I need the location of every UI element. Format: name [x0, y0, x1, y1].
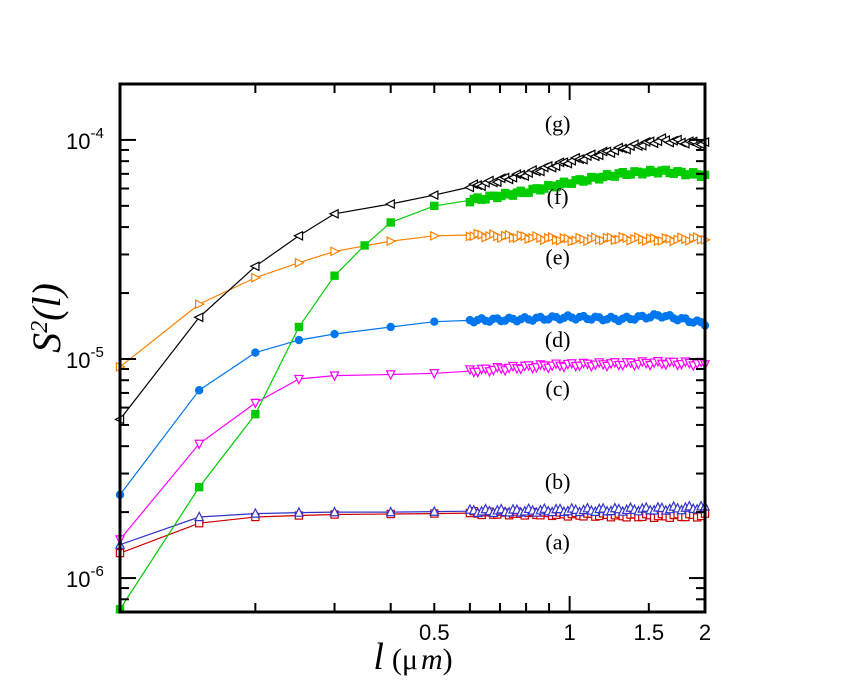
- y-tick-label: 10-4: [66, 125, 104, 154]
- x-axis-title-unit-close: ): [443, 643, 453, 676]
- series-g-point: [292, 230, 304, 241]
- series-b: [114, 500, 711, 549]
- y-axis-title: S2(l): [24, 283, 69, 353]
- curve-label-a: (a): [545, 530, 569, 555]
- x-tick-label: 2: [699, 620, 711, 645]
- series-d-point: [194, 386, 204, 395]
- series-g-point: [384, 198, 395, 210]
- x-axis-title-unit-open: (: [392, 643, 402, 676]
- series-c-point: [429, 369, 440, 380]
- series-g-point: [328, 208, 339, 219]
- series-c-point: [250, 398, 261, 409]
- curve-label-g: (g): [545, 111, 571, 136]
- y-axis-title-sup: 2: [27, 321, 53, 333]
- series-d-point: [294, 335, 304, 345]
- curve-label-c: (c): [545, 376, 569, 401]
- x-tick-label: 1: [564, 620, 576, 645]
- series-g: [114, 133, 710, 425]
- series-e-point: [430, 230, 441, 241]
- curve-labels: (a) (b) (c) (d) (e) (f) (g): [545, 111, 571, 555]
- series-c-point: [194, 439, 205, 450]
- series-g-point: [428, 190, 439, 201]
- y-tick-label: 10-6: [66, 563, 104, 592]
- series-e-point: [386, 236, 397, 247]
- curve-label-d: (d): [545, 327, 571, 352]
- y-tick-label-mantissa: 10: [66, 567, 90, 592]
- series-c-point: [293, 374, 305, 385]
- x-tick-label: 1.5: [634, 620, 665, 645]
- series-f-point: [430, 201, 439, 211]
- series-d-point: [430, 317, 439, 326]
- series-f-point: [194, 482, 204, 492]
- curve-label-e: (e): [545, 245, 569, 270]
- plot-frame: [118, 82, 707, 614]
- series-g-point: [550, 161, 561, 172]
- curve-label-b: (b): [545, 469, 571, 494]
- series-f-point: [360, 241, 369, 250]
- y-tick-label-exponent: -6: [90, 563, 103, 580]
- series-e-point: [194, 299, 206, 310]
- x-axis-title-unit-m: m: [421, 643, 443, 676]
- series-d-point: [251, 348, 260, 357]
- series-b-point: [385, 506, 396, 517]
- y-tick-label-mantissa: 10: [66, 129, 90, 154]
- axis-ticks: 0.5 1 1.5 210-610-510-4: [66, 84, 711, 645]
- series-f-point: [294, 322, 304, 332]
- curve-label-f: (f): [547, 184, 569, 209]
- series-layer: [114, 133, 711, 614]
- y-axis-title-arg: (l): [24, 283, 69, 321]
- series-c: [114, 356, 711, 546]
- series-g-point: [534, 166, 545, 177]
- series-g-point: [249, 261, 260, 272]
- series-b-point: [329, 506, 340, 517]
- x-tick-label: 0.5: [419, 620, 450, 645]
- series-b-point: [293, 506, 305, 517]
- series-c-point: [385, 370, 396, 381]
- y-axis-title-base: S: [24, 333, 69, 353]
- plot-frame-rect: [118, 82, 707, 614]
- y-tick-label: 10-5: [66, 344, 104, 373]
- y-tick-label-mantissa: 10: [66, 348, 90, 373]
- y-tick-label-exponent: -5: [90, 344, 103, 361]
- series-f-point: [386, 218, 395, 227]
- series-f-point: [330, 271, 339, 280]
- series-b-point: [194, 511, 205, 522]
- y-tick-label-exponent: -4: [90, 125, 103, 142]
- series-e-point: [251, 272, 262, 283]
- series-g-point: [193, 312, 204, 323]
- series-e-point: [330, 246, 341, 257]
- series-e-point: [294, 257, 305, 268]
- x-axis-title-var: l: [373, 636, 384, 678]
- x-axis-title: l (μ m): [373, 636, 452, 678]
- series-e: [115, 228, 711, 372]
- series-d: [115, 310, 710, 499]
- x-axis-title-unit-mu: μ: [402, 643, 418, 676]
- series-b-point: [429, 505, 440, 516]
- series-c-point: [329, 371, 340, 382]
- series-d-point: [330, 329, 339, 339]
- series-d-point: [386, 322, 395, 332]
- series-f-point: [251, 409, 260, 419]
- series-b-point: [250, 507, 261, 518]
